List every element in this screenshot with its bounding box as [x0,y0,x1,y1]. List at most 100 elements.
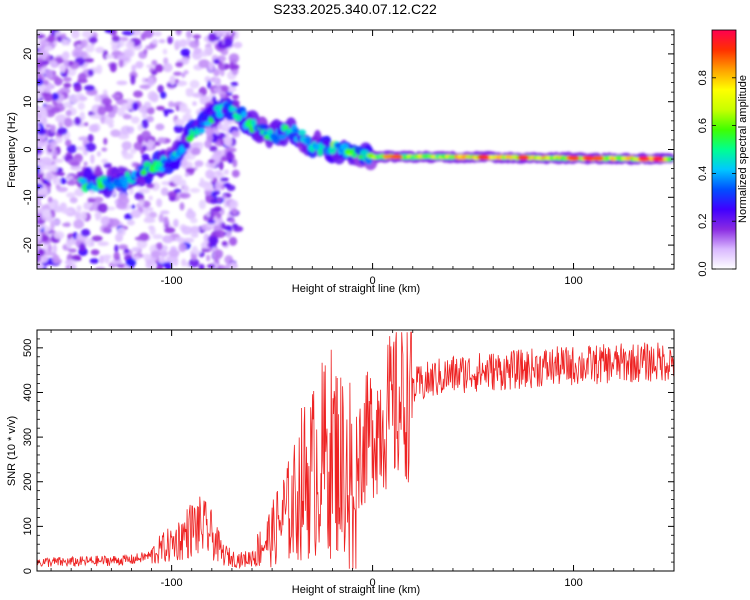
line-xtick-label: 0 [370,577,376,589]
noise-blob [223,182,232,188]
noise-blob [69,161,81,167]
noise-blob [74,211,80,220]
noise-blob [83,201,92,211]
line-frame [36,329,675,572]
noise-blob [55,177,61,186]
noise-blob [184,152,196,161]
ridge-hotspot [651,156,664,162]
ridge-core [317,148,324,157]
noise-blob [56,172,66,177]
noise-blob [37,229,42,240]
noise-blob [66,144,77,154]
noise-blob [198,199,206,210]
noise-blob [124,49,133,58]
noise-blob [111,44,119,52]
ridge-hotspot [477,154,490,160]
noise-blob [126,219,135,226]
noise-blob [69,60,74,66]
noise-blob [61,38,67,46]
heatmap-ylabel: Frequency (Hz) [6,112,18,188]
noise-blob [85,44,95,53]
noise-blob [114,244,119,253]
noise-blob [205,212,211,218]
noise-blob [189,79,200,89]
noise-blob [87,133,94,143]
noise-blob [44,45,53,52]
noise-blob [45,69,54,79]
noise-blob [79,111,86,122]
ridge-core [121,180,129,189]
noise-blob [160,187,169,196]
noise-blob [40,156,52,164]
noise-blob [55,114,67,123]
ridge-core [257,123,267,130]
noise-blob [162,235,174,244]
noise-blob [138,106,147,114]
ridge-core [322,139,331,147]
noise-blob [111,104,119,114]
heatmap-ytick-label: 20 [22,48,34,60]
noise-blob [116,106,125,117]
noise-blob [183,237,195,243]
noise-blob [54,136,63,144]
noise-blob [185,167,196,173]
noise-blob [213,86,222,94]
noise-blob [225,151,234,161]
noise-blob [164,227,176,234]
ridge-core [272,136,281,144]
noise-blob [62,222,71,227]
noise-blob [185,30,193,39]
ridge-core [278,134,287,140]
noise-blob [209,236,219,245]
noise-blob [68,94,80,104]
noise-blob [142,145,147,152]
noise-blob [50,124,56,133]
noise-blob [146,207,154,212]
noise-blob [84,57,94,63]
noise-blob [88,36,98,44]
noise-blob [139,84,151,90]
noise-blob [175,61,184,68]
noise-blob [42,208,51,218]
noise-blob [76,146,87,151]
noise-blob [117,227,126,237]
noise-blob [37,165,41,175]
noise-blob [145,183,155,189]
noise-blob [52,174,58,185]
noise-blob [136,238,148,249]
noise-blob [119,36,129,42]
noise-blob [158,256,166,264]
noise-blob [141,77,147,84]
noise-blob [108,218,120,227]
noise-blob [89,258,99,264]
noise-blob [206,133,214,143]
noise-blob [146,76,155,87]
noise-blob [57,127,68,135]
noise-blob [223,139,233,146]
noise-blob [233,41,243,49]
noise-blob [125,40,135,49]
noise-blob [157,84,164,93]
noise-blob [175,30,182,36]
ridge-core [143,161,152,169]
ridge-hotspot [567,155,580,161]
noise-blob [173,39,181,50]
ridge-core [106,175,112,184]
noise-blob [71,30,80,39]
noise-blob [77,72,87,83]
noise-blob [151,39,159,45]
noise-blob [223,169,230,175]
noise-blob [96,151,101,157]
line-marks [37,331,674,570]
noise-blob [121,30,134,36]
noise-blob [121,102,132,111]
colorbar-tick-label: 0.2 [697,214,709,229]
noise-blob [69,196,78,204]
noise-blob [47,34,56,43]
noise-blob [156,242,163,251]
noise-blob [160,210,170,215]
ridge-core [233,113,242,122]
noise-blob [60,33,67,39]
line-xlabel: Height of straight line (km) [292,584,420,596]
noise-blob [133,141,144,151]
